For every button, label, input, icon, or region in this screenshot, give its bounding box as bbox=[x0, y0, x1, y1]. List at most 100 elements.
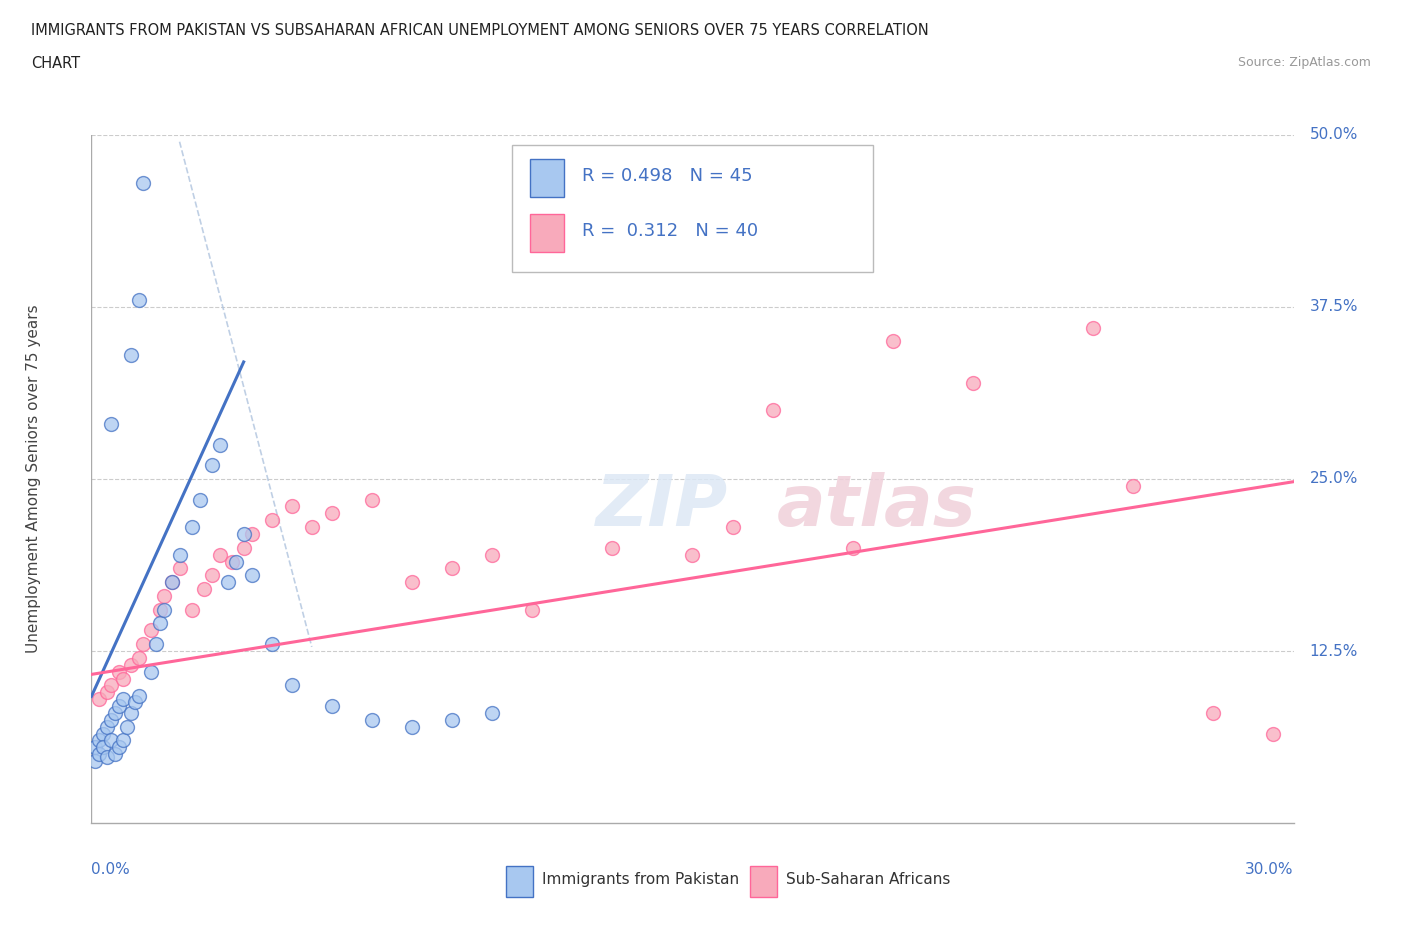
FancyBboxPatch shape bbox=[530, 214, 564, 252]
Point bbox=[440, 561, 463, 576]
Point bbox=[217, 575, 239, 590]
Point bbox=[721, 520, 744, 535]
Point bbox=[882, 334, 904, 349]
Text: R = 0.498   N = 45: R = 0.498 N = 45 bbox=[582, 167, 752, 185]
Point bbox=[132, 176, 155, 191]
Point bbox=[602, 540, 624, 555]
FancyBboxPatch shape bbox=[751, 866, 776, 897]
Text: 50.0%: 50.0% bbox=[1309, 127, 1358, 142]
Point bbox=[260, 512, 283, 527]
Point bbox=[152, 589, 174, 604]
Point bbox=[148, 616, 170, 631]
Point bbox=[201, 568, 224, 583]
Point bbox=[104, 706, 127, 721]
Point bbox=[401, 575, 423, 590]
Point bbox=[100, 417, 122, 432]
Point bbox=[401, 719, 423, 734]
Point bbox=[160, 575, 183, 590]
Point bbox=[762, 403, 785, 418]
Point bbox=[121, 706, 143, 721]
Text: Unemployment Among Seniors over 75 years: Unemployment Among Seniors over 75 years bbox=[27, 305, 41, 653]
Point bbox=[180, 520, 202, 535]
Point bbox=[221, 554, 243, 569]
Point bbox=[440, 712, 463, 727]
Point bbox=[112, 671, 135, 686]
Point bbox=[481, 706, 503, 721]
Point bbox=[121, 348, 143, 363]
Point bbox=[193, 581, 215, 596]
Point bbox=[1263, 726, 1285, 741]
Point bbox=[180, 603, 202, 618]
FancyBboxPatch shape bbox=[530, 159, 564, 197]
Point bbox=[169, 547, 191, 562]
Point bbox=[145, 637, 167, 652]
Text: 25.0%: 25.0% bbox=[1309, 472, 1358, 486]
Text: 37.5%: 37.5% bbox=[1309, 299, 1358, 314]
Text: IMMIGRANTS FROM PAKISTAN VS SUBSAHARAN AFRICAN UNEMPLOYMENT AMONG SENIORS OVER 7: IMMIGRANTS FROM PAKISTAN VS SUBSAHARAN A… bbox=[31, 23, 929, 38]
Point bbox=[100, 678, 122, 693]
Point bbox=[841, 540, 863, 555]
Point bbox=[108, 740, 131, 755]
Point bbox=[132, 637, 155, 652]
Point bbox=[232, 540, 254, 555]
Point bbox=[169, 561, 191, 576]
Point bbox=[96, 750, 118, 764]
Point bbox=[1122, 478, 1144, 493]
Point bbox=[681, 547, 703, 562]
Text: CHART: CHART bbox=[31, 56, 80, 71]
Point bbox=[124, 695, 146, 710]
Point bbox=[360, 492, 382, 507]
Point bbox=[141, 664, 163, 679]
Point bbox=[281, 499, 304, 514]
Point bbox=[108, 698, 131, 713]
Text: 30.0%: 30.0% bbox=[1246, 861, 1294, 877]
Text: Immigrants from Pakistan: Immigrants from Pakistan bbox=[543, 872, 740, 887]
Point bbox=[93, 740, 115, 755]
FancyBboxPatch shape bbox=[512, 145, 873, 272]
Point bbox=[104, 747, 127, 762]
Point bbox=[321, 506, 343, 521]
Point bbox=[1083, 320, 1105, 335]
Point bbox=[84, 740, 107, 755]
Point bbox=[108, 664, 131, 679]
Point bbox=[225, 554, 247, 569]
Point bbox=[96, 684, 118, 699]
Point bbox=[208, 547, 231, 562]
Point bbox=[100, 733, 122, 748]
Point bbox=[112, 733, 135, 748]
Point bbox=[89, 747, 111, 762]
Point bbox=[240, 526, 263, 541]
Point bbox=[141, 623, 163, 638]
Point bbox=[240, 568, 263, 583]
Point bbox=[321, 698, 343, 713]
Point bbox=[148, 603, 170, 618]
Point bbox=[89, 733, 111, 748]
Point bbox=[128, 293, 150, 308]
Text: Source: ZipAtlas.com: Source: ZipAtlas.com bbox=[1237, 56, 1371, 69]
Point bbox=[100, 712, 122, 727]
Point bbox=[84, 753, 107, 768]
Point bbox=[188, 492, 211, 507]
Point bbox=[96, 719, 118, 734]
Point bbox=[481, 547, 503, 562]
Point bbox=[93, 726, 115, 741]
Text: 12.5%: 12.5% bbox=[1309, 644, 1358, 658]
Point bbox=[962, 375, 984, 390]
Point bbox=[1202, 706, 1225, 721]
Text: Sub-Saharan Africans: Sub-Saharan Africans bbox=[786, 872, 950, 887]
Point bbox=[121, 658, 143, 672]
Text: R =  0.312   N = 40: R = 0.312 N = 40 bbox=[582, 222, 758, 240]
Point bbox=[117, 719, 139, 734]
Point bbox=[260, 637, 283, 652]
Point bbox=[112, 692, 135, 707]
Text: atlas: atlas bbox=[776, 472, 976, 541]
Point bbox=[128, 650, 150, 665]
FancyBboxPatch shape bbox=[506, 866, 533, 897]
Point bbox=[232, 526, 254, 541]
Point bbox=[208, 437, 231, 452]
Point bbox=[360, 712, 382, 727]
Point bbox=[522, 603, 544, 618]
Point bbox=[89, 692, 111, 707]
Point bbox=[301, 520, 323, 535]
Point bbox=[128, 689, 150, 704]
